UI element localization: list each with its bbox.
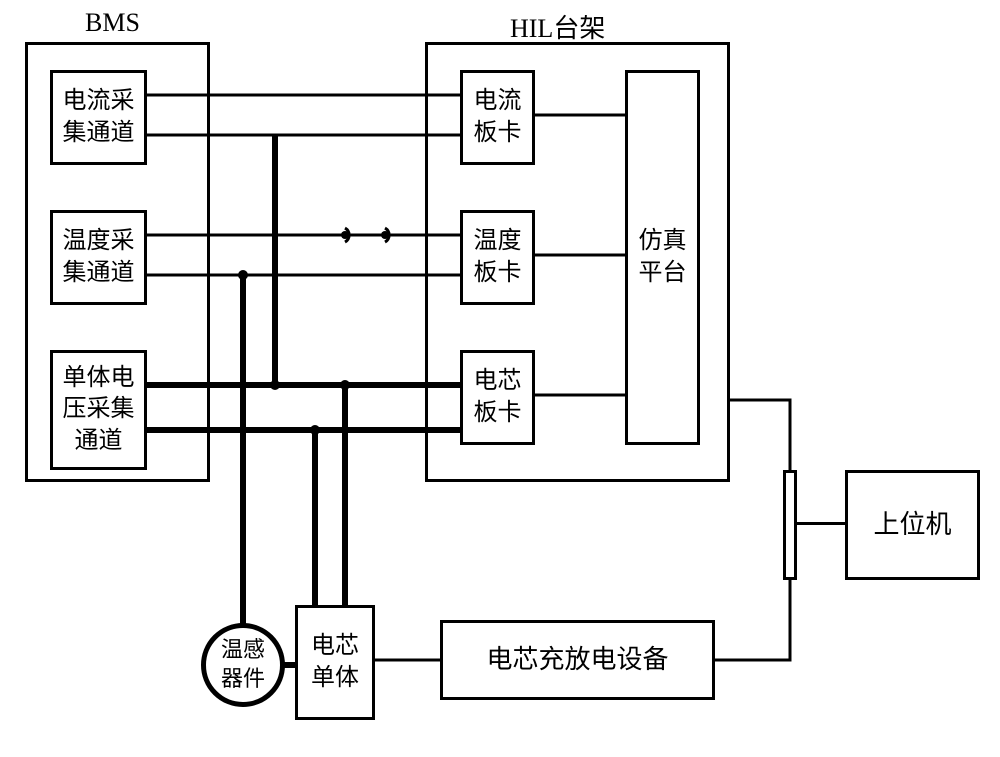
host-pc-connector <box>783 470 797 580</box>
current-channel-box: 电流采集通道 <box>50 70 147 165</box>
junction-dot <box>341 231 349 239</box>
temp-card-box: 温度板卡 <box>460 210 535 305</box>
junction-dot <box>238 270 248 280</box>
junction-dot <box>270 380 280 390</box>
temp-sensor-circle: 温感器件 <box>201 623 285 707</box>
cell-card-label: 电芯板卡 <box>474 366 522 428</box>
bms-title: BMS <box>85 8 140 38</box>
voltage-channel-label: 单体电压采集通道 <box>63 363 135 457</box>
junction-dot <box>381 231 389 239</box>
hil-to-host <box>730 400 790 470</box>
hil-title: HIL台架 <box>510 8 605 45</box>
host-pc-label: 上位机 <box>873 508 951 542</box>
temp-sensor-label: 温感器件 <box>221 636 265 693</box>
cell-unit-box: 电芯单体 <box>295 605 375 720</box>
cell-unit-label: 电芯单体 <box>311 631 359 693</box>
charger-box: 电芯充放电设备 <box>440 620 715 700</box>
temp-channel-box: 温度采集通道 <box>50 210 147 305</box>
charger-label: 电芯充放电设备 <box>486 643 668 677</box>
junction-dot <box>310 425 320 435</box>
temp-card-label: 温度板卡 <box>474 226 522 288</box>
host-pc-link <box>797 522 845 525</box>
wire-bridge-arc <box>385 228 389 242</box>
sim-platform-box: 仿真平台 <box>625 70 700 445</box>
temp-channel-label: 温度采集通道 <box>63 226 135 288</box>
wire-bridge-arc <box>345 228 349 242</box>
current-card-label: 电流板卡 <box>474 86 522 148</box>
current-channel-label: 电流采集通道 <box>63 86 135 148</box>
junction-dot <box>340 380 350 390</box>
current-card-box: 电流板卡 <box>460 70 535 165</box>
charger-to-host <box>715 580 790 660</box>
cell-card-box: 电芯板卡 <box>460 350 535 445</box>
sim-platform-label: 仿真平台 <box>639 226 687 288</box>
host-pc-box: 上位机 <box>845 470 980 580</box>
voltage-channel-box: 单体电压采集通道 <box>50 350 147 470</box>
